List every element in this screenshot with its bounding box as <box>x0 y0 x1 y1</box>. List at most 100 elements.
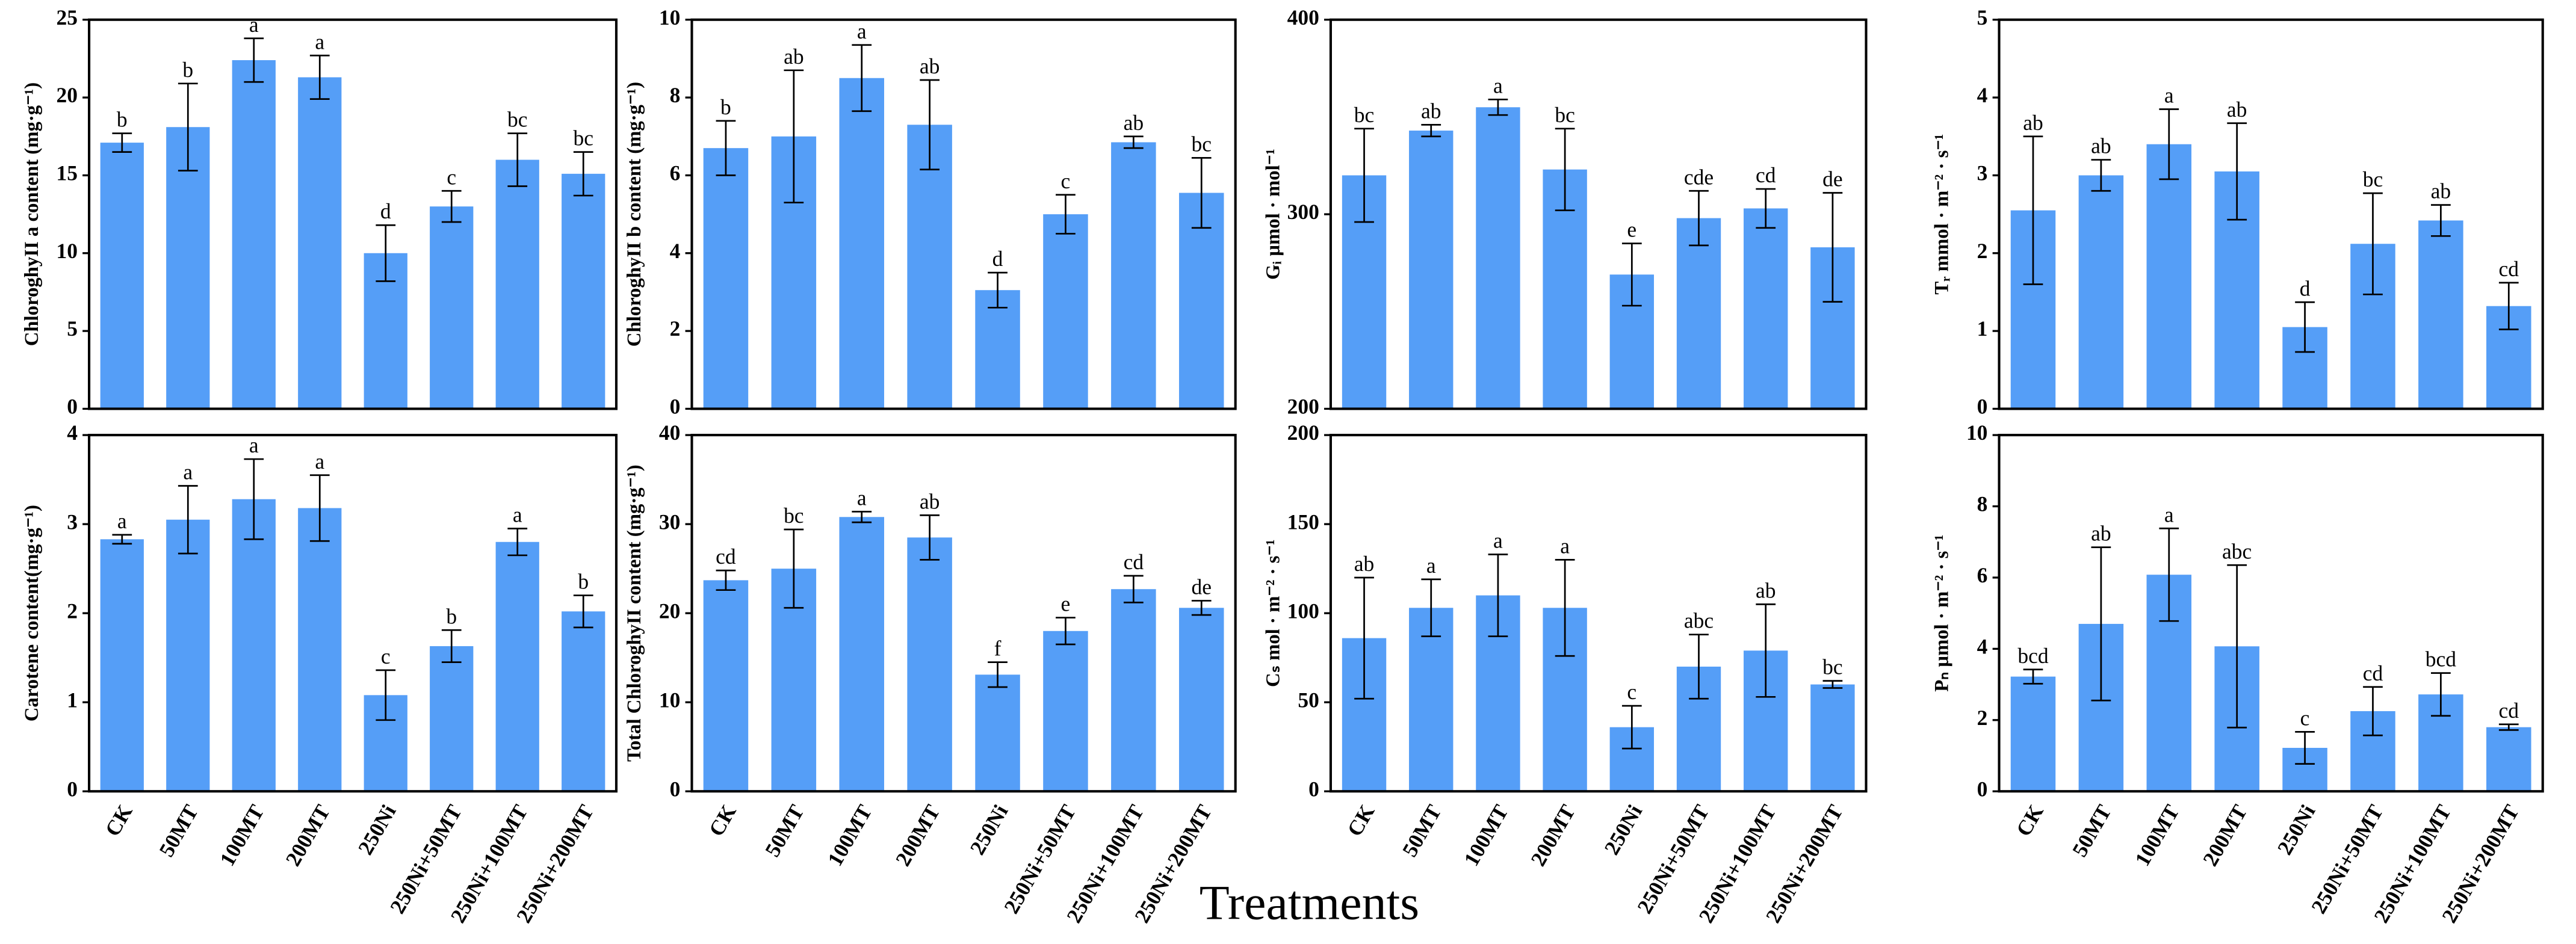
y-tick-label: 0 <box>67 395 78 419</box>
error-bar <box>988 661 1008 688</box>
significance-letter: c <box>1061 169 1071 193</box>
bar <box>2486 727 2531 792</box>
bar <box>562 173 605 409</box>
significance-letter: ab <box>2091 134 2111 158</box>
significance-letter: cd <box>2499 699 2519 723</box>
significance-letter: a <box>857 486 867 510</box>
x-tick-label: 250Ni <box>965 800 1012 859</box>
error-bar <box>507 528 528 557</box>
error-bar <box>1354 576 1374 700</box>
y-tick-label: 5 <box>1977 5 1988 29</box>
error-bar <box>2363 686 2383 736</box>
bar <box>2146 144 2192 409</box>
error-bar <box>178 82 198 172</box>
y-tick-label: 2 <box>1977 706 1988 730</box>
error-bar <box>1689 190 1709 247</box>
error-bar <box>1191 156 1212 229</box>
y-tick-label: 200 <box>1287 421 1319 445</box>
y-tick-label: 15 <box>56 161 77 185</box>
bar <box>1111 589 1156 792</box>
error-bar <box>441 629 462 663</box>
y-tick-label: 1 <box>67 688 78 712</box>
x-tick-label: 250Ni <box>1599 800 1647 859</box>
bar <box>166 127 210 409</box>
y-tick-label: 1 <box>1977 316 1988 341</box>
error-bar <box>112 132 132 153</box>
bar <box>703 580 749 792</box>
error-bar <box>2431 672 2451 717</box>
significance-letter: ab <box>1124 111 1144 135</box>
panel: 0 50 100 150 200 Cₛ mol · m⁻² · s⁻¹ ab CK a 50MT a… <box>1263 421 1868 927</box>
y-tick-label: 10 <box>56 239 77 263</box>
y-tick-label: 100 <box>1287 599 1319 623</box>
bar <box>1178 193 1224 409</box>
bar <box>1111 142 1156 409</box>
bar <box>298 508 342 792</box>
error-bar <box>1756 603 1776 698</box>
significance-letter: c <box>447 165 456 189</box>
x-tick-label: 50MT <box>2067 800 2116 860</box>
x-tick-label: CK <box>100 800 137 840</box>
error-bar <box>2431 204 2451 237</box>
error-bar <box>1056 617 1076 646</box>
plot-frame <box>690 18 1237 410</box>
significance-letter: a <box>857 19 867 43</box>
error-bar <box>920 514 940 561</box>
significance-letter: a <box>1493 73 1503 97</box>
error-bar <box>784 528 804 609</box>
error-bar <box>784 69 804 204</box>
bar <box>2078 175 2124 409</box>
y-tick-label: 2 <box>1977 239 1988 263</box>
y-tick-label: 20 <box>56 83 77 107</box>
error-bar <box>2023 135 2043 285</box>
error-bar <box>244 37 264 83</box>
x-tick-label: 250Ni+50MT <box>999 800 1081 918</box>
significance-letter: d <box>380 199 391 223</box>
y-tick-label: 200 <box>1287 395 1319 419</box>
error-bar <box>573 151 593 197</box>
significance-letter: ab <box>2091 522 2111 546</box>
significance-letter: ab <box>784 45 803 69</box>
x-tick-label: 250Ni+50MT <box>2306 800 2388 918</box>
y-tick-label: 0 <box>1977 777 1988 801</box>
error-bar <box>1056 194 1076 235</box>
error-bar <box>309 54 330 100</box>
error-bar <box>1488 554 1508 638</box>
y-tick-label: 8 <box>1977 492 1988 516</box>
significance-letter: b <box>182 58 193 82</box>
significance-letter: a <box>1493 529 1503 553</box>
x-tick-label: 200MT <box>280 800 335 870</box>
y-tick-label: 25 <box>56 5 77 29</box>
bar <box>1409 131 1454 409</box>
y-tick-label: 4 <box>670 239 681 263</box>
error-bar <box>1621 242 1642 307</box>
bar <box>907 125 952 409</box>
significance-letter: d <box>992 247 1003 271</box>
bar <box>1744 208 1788 409</box>
plot-frame <box>1329 434 1868 793</box>
error-bar <box>988 271 1008 309</box>
significance-letter: ab <box>920 54 940 78</box>
y-tick-label: 0 <box>1308 777 1319 801</box>
significance-letter: cde <box>1684 165 1714 189</box>
x-tick-label: 50MT <box>154 800 203 860</box>
significance-letter: b <box>578 570 589 594</box>
error-bar <box>852 44 872 113</box>
error-bar <box>2091 159 2111 192</box>
error-bar <box>376 224 396 282</box>
y-tick-label: 3 <box>1977 161 1988 185</box>
y-axis-title: Cₛ mol · m⁻² · s⁻¹ <box>1263 539 1284 687</box>
x-tick-label: 100MT <box>215 800 269 870</box>
bar <box>232 499 276 792</box>
error-bar <box>507 132 528 187</box>
significance-letter: a <box>2164 502 2174 526</box>
y-tick-label: 150 <box>1287 510 1319 534</box>
significance-letter: c <box>2300 706 2310 730</box>
y-tick-label: 300 <box>1287 200 1319 224</box>
significance-letter: ab <box>2227 97 2247 122</box>
x-tick-label: 200MT <box>1526 800 1580 870</box>
panel: 0 5 10 15 20 25 ChloroghyII a content (mg·g⁻¹)… <box>21 5 618 419</box>
error-bar <box>1689 634 1709 700</box>
error-bar <box>1555 128 1575 211</box>
y-tick-label: 5 <box>67 316 78 341</box>
